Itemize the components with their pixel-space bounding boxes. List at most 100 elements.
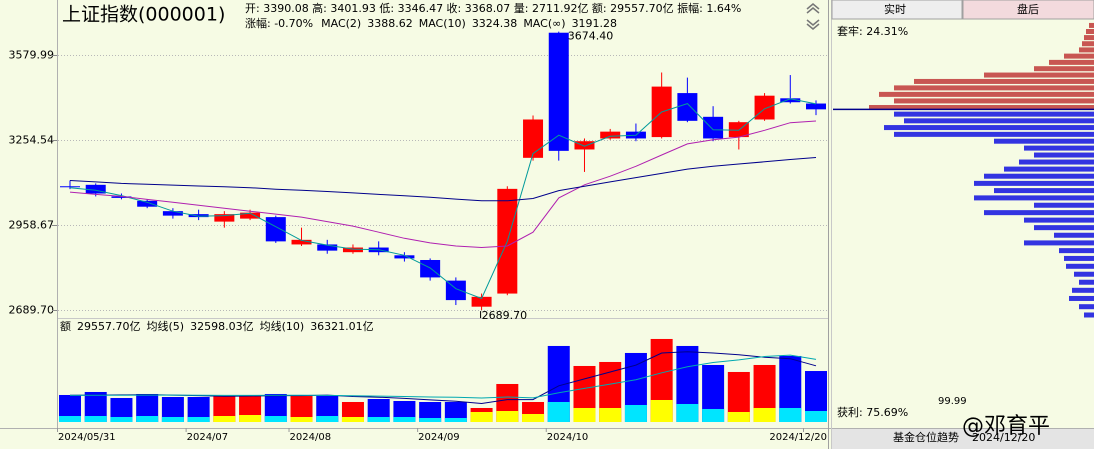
x-tick-label: 2024/07 xyxy=(187,432,229,443)
chip-bar xyxy=(894,131,1094,137)
volume-bar xyxy=(753,364,776,422)
chip-bar xyxy=(894,111,1094,117)
stock-title: 上证指数(000001) xyxy=(62,4,225,26)
volume-bar xyxy=(779,355,802,422)
volume-inner-bar xyxy=(419,417,442,422)
volume-inner-bar xyxy=(753,407,776,422)
chip-bar xyxy=(894,98,1094,104)
legend-name: 均线(5) xyxy=(147,319,185,333)
scroll-up-icon[interactable] xyxy=(806,3,820,14)
chip-bar xyxy=(1024,217,1094,223)
tab[interactable] xyxy=(962,0,1094,20)
chip-bar xyxy=(894,85,1094,91)
change: 涨幅: -0.70% xyxy=(245,17,313,30)
ma-line xyxy=(69,120,817,249)
chip-bar xyxy=(1069,295,1094,301)
volume-inner-bar xyxy=(676,403,699,422)
footer-title: 基金仓位趋势 xyxy=(893,430,959,444)
candle-body xyxy=(240,212,261,219)
chip-bar xyxy=(1049,59,1094,65)
footer-bar xyxy=(832,429,1094,449)
candle-body xyxy=(806,103,826,110)
candle-body xyxy=(574,141,595,150)
y-tick-label: 2958.67 xyxy=(9,219,55,232)
volume-inner-bar xyxy=(624,404,647,422)
candle-body xyxy=(291,239,312,245)
tab[interactable] xyxy=(831,0,963,20)
volume-bar xyxy=(136,393,159,422)
chip-bar xyxy=(984,72,1094,78)
volume-inner-bar xyxy=(650,399,673,422)
candle-body xyxy=(780,98,801,103)
x-tick-label: 2024/12/20 xyxy=(769,432,827,443)
x-tick-label: 2024/05/31 xyxy=(58,432,116,443)
x-tick-label: 2024/10 xyxy=(547,432,589,443)
chip-bar xyxy=(879,91,1094,97)
volume-inner-bar xyxy=(702,408,725,422)
chip-bar xyxy=(1004,166,1094,172)
volume-bar xyxy=(290,394,313,422)
volume-inner-bar xyxy=(110,416,133,422)
volume-bar xyxy=(599,361,622,422)
chip-bar xyxy=(1082,41,1094,47)
volume-inner-bar xyxy=(316,415,339,422)
chip-bar xyxy=(1064,255,1094,261)
candle-body xyxy=(188,214,209,218)
legend-value: 36321.01亿 xyxy=(310,320,374,333)
low-annotation: 2689.70 xyxy=(482,309,527,322)
chip-bar xyxy=(1084,35,1094,41)
candle-body xyxy=(137,200,158,207)
chip-bar xyxy=(1064,53,1094,59)
chip-bar xyxy=(974,180,1094,186)
chip-bar xyxy=(984,210,1094,216)
candle-body xyxy=(317,244,338,251)
peak-label: 99.99 xyxy=(938,396,967,407)
chip-bar xyxy=(1034,225,1094,231)
volume-bar xyxy=(161,396,184,422)
chip-bar xyxy=(1054,232,1094,238)
legend-name: MAC(2) xyxy=(321,17,361,30)
volume-inner-bar xyxy=(213,415,236,422)
volume-inner-bar xyxy=(264,415,287,422)
volume-inner-bar xyxy=(779,407,802,422)
candle-body xyxy=(548,32,569,151)
volume-inner-bar xyxy=(496,410,519,422)
candle-body xyxy=(85,184,106,194)
tab-label[interactable]: 实时 xyxy=(884,2,906,16)
tab-label[interactable]: 盘后 xyxy=(1017,2,1039,16)
volume-inner-bar xyxy=(161,416,184,422)
y-tick-label: 3254.54 xyxy=(9,134,55,147)
candle-body xyxy=(162,211,183,216)
candle-body xyxy=(703,116,724,139)
volume-inner-bar xyxy=(84,415,107,422)
legend-name: MAC(10) xyxy=(419,17,466,30)
candle-body xyxy=(677,93,698,121)
chip-bar xyxy=(1072,287,1094,293)
chip-bar xyxy=(1066,263,1094,269)
volume-inner-bar xyxy=(239,414,262,422)
legend-name: 额 xyxy=(60,320,71,333)
candle-body xyxy=(754,95,775,120)
y-tick-label: 3579.99 xyxy=(9,49,55,62)
volume-inner-bar xyxy=(470,411,493,422)
volume-inner-bar xyxy=(393,416,416,422)
legend-value: 3324.38 xyxy=(472,17,518,30)
legend-value: 3388.62 xyxy=(367,17,413,30)
volume-bar xyxy=(676,345,699,422)
x-tick-label: 2024/08 xyxy=(290,432,332,443)
legend-name: MAC(∞) xyxy=(523,17,565,30)
watermark: @邓育平 xyxy=(962,414,1050,439)
chip-bar xyxy=(1079,279,1094,285)
volume-inner-bar xyxy=(444,417,467,422)
candle-body xyxy=(60,186,80,188)
volume-bar xyxy=(84,391,107,422)
scroll-down-icon[interactable] xyxy=(806,19,820,30)
candle-body xyxy=(471,296,492,307)
volume-inner-bar xyxy=(599,407,622,422)
volume-inner-bar xyxy=(187,416,210,422)
chip-bar xyxy=(1034,152,1094,158)
candle-body xyxy=(600,131,621,139)
candle-body xyxy=(342,247,363,253)
